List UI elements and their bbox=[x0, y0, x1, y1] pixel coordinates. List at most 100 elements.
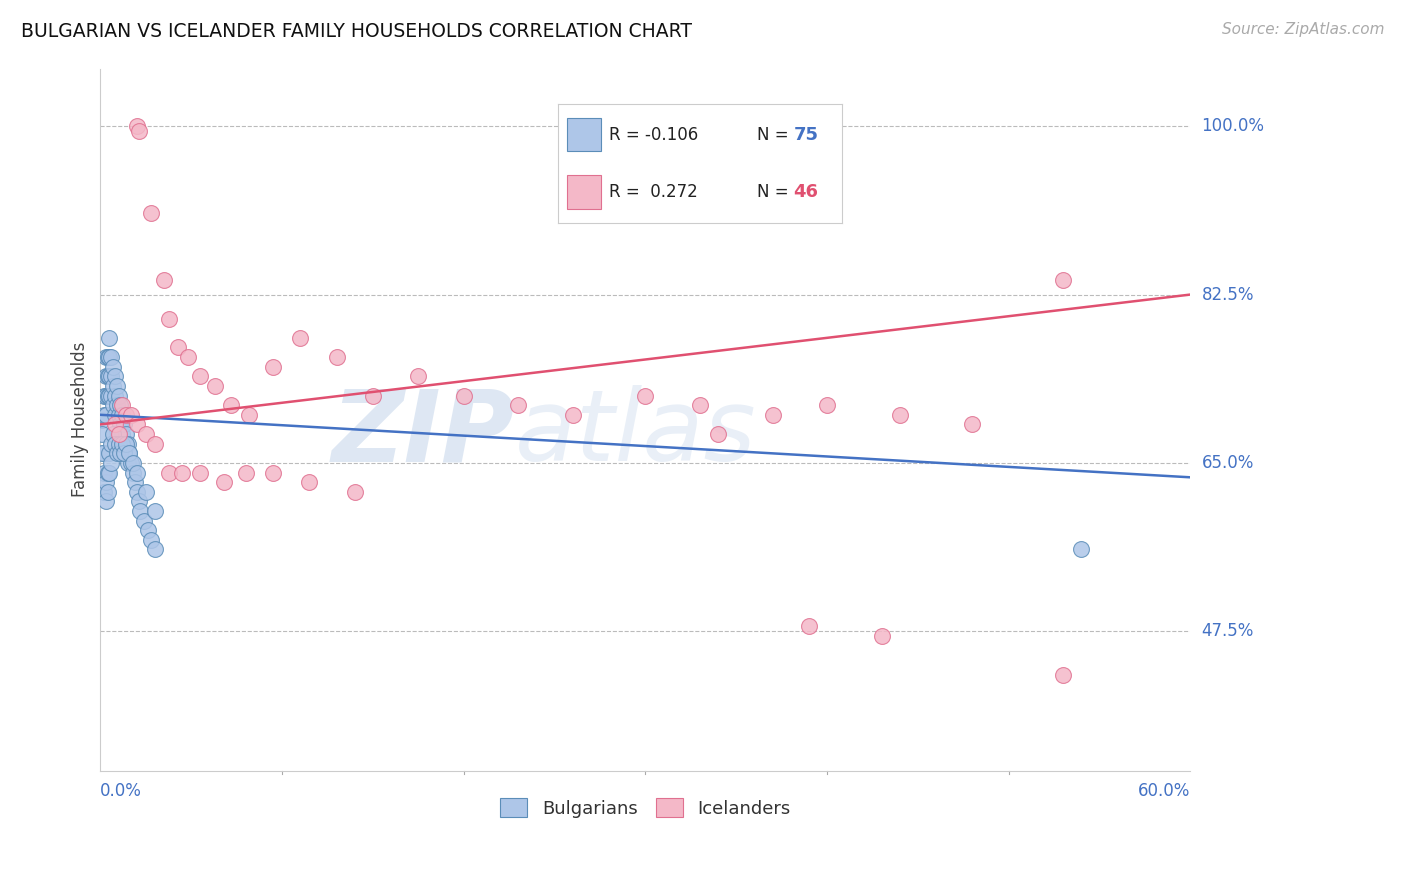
Point bbox=[167, 341, 190, 355]
Point bbox=[188, 369, 211, 384]
Point bbox=[98, 466, 121, 480]
Point bbox=[136, 523, 159, 537]
Point bbox=[110, 417, 132, 432]
Point bbox=[110, 446, 132, 460]
Point bbox=[157, 466, 180, 480]
Point bbox=[143, 504, 166, 518]
Point bbox=[104, 417, 127, 432]
Point bbox=[98, 388, 121, 402]
Text: Source: ZipAtlas.com: Source: ZipAtlas.com bbox=[1222, 22, 1385, 37]
Point bbox=[101, 379, 124, 393]
Point bbox=[117, 456, 139, 470]
Text: BULGARIAN VS ICELANDER FAMILY HOUSEHOLDS CORRELATION CHART: BULGARIAN VS ICELANDER FAMILY HOUSEHOLDS… bbox=[21, 22, 692, 41]
Point bbox=[122, 466, 145, 480]
Point bbox=[343, 484, 366, 499]
Point bbox=[98, 331, 121, 345]
Point bbox=[107, 388, 129, 402]
Point bbox=[93, 388, 115, 402]
Point bbox=[262, 359, 284, 374]
Point bbox=[153, 273, 176, 287]
Point bbox=[111, 436, 134, 450]
Point bbox=[143, 542, 166, 557]
Point bbox=[298, 475, 321, 490]
Point bbox=[101, 359, 124, 374]
Point bbox=[94, 369, 117, 384]
Point bbox=[707, 427, 730, 442]
Point bbox=[97, 466, 120, 480]
Point bbox=[1070, 542, 1092, 557]
Point bbox=[889, 408, 911, 422]
Point bbox=[98, 369, 121, 384]
Point bbox=[290, 331, 312, 345]
Point bbox=[111, 427, 134, 442]
Point bbox=[107, 427, 129, 442]
Legend: Bulgarians, Icelanders: Bulgarians, Icelanders bbox=[494, 791, 797, 825]
Point bbox=[157, 311, 180, 326]
Text: ZIP: ZIP bbox=[332, 385, 515, 483]
Point bbox=[100, 436, 122, 450]
Point bbox=[132, 514, 155, 528]
Point bbox=[101, 427, 124, 442]
Point bbox=[94, 408, 117, 422]
Point bbox=[235, 466, 257, 480]
Point bbox=[188, 466, 211, 480]
Point bbox=[125, 120, 148, 134]
Point bbox=[93, 408, 115, 422]
Point bbox=[129, 504, 152, 518]
Point bbox=[114, 408, 136, 422]
Point bbox=[91, 427, 114, 442]
Point bbox=[118, 446, 141, 460]
Point bbox=[135, 484, 157, 499]
Point bbox=[101, 398, 124, 412]
Point bbox=[93, 484, 115, 499]
Point bbox=[112, 446, 135, 460]
Point bbox=[104, 388, 127, 402]
Point bbox=[204, 379, 226, 393]
Point bbox=[262, 466, 284, 480]
Point bbox=[172, 466, 194, 480]
Text: 47.5%: 47.5% bbox=[1202, 623, 1254, 640]
Point bbox=[105, 446, 128, 460]
Point bbox=[94, 475, 117, 490]
Point bbox=[114, 436, 136, 450]
Point bbox=[125, 417, 148, 432]
Point bbox=[94, 494, 117, 508]
Y-axis label: Family Households: Family Households bbox=[72, 342, 89, 498]
Text: 82.5%: 82.5% bbox=[1202, 285, 1254, 303]
Point bbox=[98, 446, 121, 460]
Point bbox=[125, 484, 148, 499]
Point bbox=[453, 388, 475, 402]
Point bbox=[141, 206, 163, 220]
Point bbox=[325, 350, 347, 364]
Point bbox=[135, 427, 157, 442]
Point bbox=[91, 446, 114, 460]
Point bbox=[98, 350, 121, 364]
Point bbox=[797, 619, 820, 633]
Point bbox=[128, 124, 150, 138]
Point bbox=[97, 369, 120, 384]
Point bbox=[238, 408, 260, 422]
Point bbox=[124, 475, 146, 490]
Point bbox=[125, 466, 148, 480]
Point bbox=[105, 398, 128, 412]
Point bbox=[100, 388, 122, 402]
Point bbox=[176, 350, 198, 364]
Text: 0.0%: 0.0% bbox=[100, 782, 142, 800]
Point bbox=[93, 466, 115, 480]
Text: 100.0%: 100.0% bbox=[1202, 117, 1264, 136]
Point bbox=[110, 398, 132, 412]
Point bbox=[104, 436, 127, 450]
Text: 60.0%: 60.0% bbox=[1137, 782, 1191, 800]
Point bbox=[141, 533, 163, 547]
Point bbox=[1052, 273, 1074, 287]
Point bbox=[112, 436, 135, 450]
Point bbox=[143, 436, 166, 450]
Point bbox=[104, 369, 127, 384]
Point bbox=[100, 456, 122, 470]
Point bbox=[219, 398, 242, 412]
Point bbox=[561, 408, 583, 422]
Point bbox=[128, 494, 150, 508]
Point bbox=[508, 398, 530, 412]
Point bbox=[117, 436, 139, 450]
Point bbox=[114, 427, 136, 442]
